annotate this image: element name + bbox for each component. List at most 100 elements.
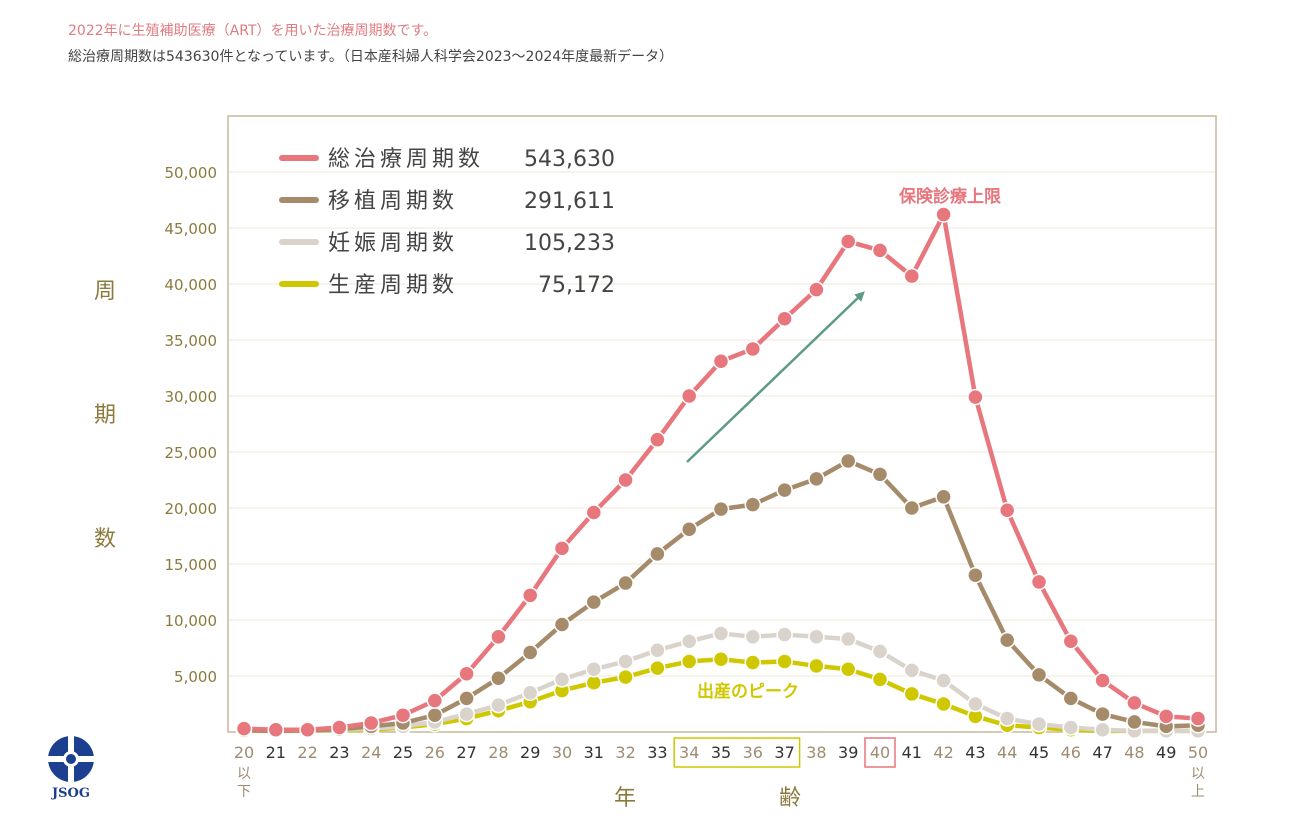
annotation-birth-peak: 出産のピーク — [697, 681, 799, 702]
legend-name: 総治療周期数 — [328, 147, 484, 172]
data-point — [521, 587, 539, 604]
data-point — [935, 206, 952, 223]
data-point — [617, 471, 634, 489]
x-tick-label: 28 — [488, 743, 508, 762]
chart-legend: 総治療周期数 543,630 移植周期数 291,611 妊娠周期数 105,233 生産周… — [279, 147, 615, 298]
x-axis-label-char: 齢 — [779, 786, 801, 811]
y-tick-label: 40,000 — [165, 276, 218, 294]
data-point — [712, 353, 730, 370]
data-point — [808, 628, 825, 646]
data-point — [998, 710, 1016, 727]
legend-name: 移植周期数 — [328, 189, 458, 214]
data-point — [967, 388, 984, 406]
trend-arrow-line — [686, 291, 865, 463]
series-1 — [235, 206, 1207, 739]
data-point — [967, 566, 984, 584]
x-tick-label: 36 — [743, 743, 763, 762]
y-tick-label: 5,000 — [174, 668, 217, 686]
y-axis-label-char: 周 — [94, 279, 116, 304]
y-axis-label-char: 数 — [94, 527, 116, 552]
data-point — [680, 653, 698, 670]
data-point — [680, 387, 698, 405]
data-point — [585, 504, 603, 521]
data-point — [426, 706, 444, 724]
data-point — [521, 684, 539, 702]
data-point — [903, 662, 921, 679]
x-axis-label-char: 年 — [614, 786, 636, 811]
data-point — [362, 714, 380, 732]
data-point — [935, 695, 952, 713]
data-point — [649, 641, 666, 659]
x-tick-label: 47 — [1092, 743, 1112, 762]
data-point — [617, 653, 634, 670]
data-point — [617, 574, 634, 592]
jsog-logo-icon — [48, 736, 94, 782]
y-tick-label: 35,000 — [165, 332, 218, 350]
data-point — [1094, 721, 1111, 739]
data-point — [839, 233, 857, 250]
legend-total: 75,172 — [538, 273, 615, 298]
x-tick-label: 22 — [297, 743, 317, 762]
limit-age-highlight — [864, 737, 896, 768]
x-axis-label: 年齢 — [614, 786, 801, 811]
data-point — [680, 633, 698, 650]
data-point — [649, 431, 666, 448]
data-point — [617, 668, 634, 686]
data-point — [776, 653, 793, 670]
data-point — [808, 281, 825, 298]
data-point — [235, 720, 253, 737]
x-tick-label: 42 — [933, 743, 953, 762]
legend-name: 妊娠周期数 — [328, 231, 458, 256]
y-axis-label-char: 期 — [94, 403, 116, 428]
data-point — [1126, 694, 1143, 712]
data-point — [585, 661, 603, 678]
data-point — [935, 488, 952, 506]
x-tick-label: 46 — [1061, 743, 1081, 762]
y-axis-label: 周期数 — [94, 279, 116, 552]
data-point — [1062, 690, 1080, 707]
x-tick-label: 50 — [1188, 743, 1208, 762]
y-tick-label: 30,000 — [165, 388, 218, 406]
data-point — [744, 496, 762, 513]
data-point — [553, 540, 571, 557]
data-point — [1094, 672, 1111, 689]
data-point — [935, 672, 952, 689]
header-title: 2022年に生殖補助医療（ART）を用いた治療周期数です。 — [68, 23, 438, 39]
x-tick-label-suffix: 以 — [237, 766, 251, 782]
data-point — [903, 685, 921, 703]
data-point — [1126, 713, 1143, 731]
logo-text: JSOG — [52, 786, 90, 801]
y-axis-ticks: 5,000 10,000 15,000 20,000 25,000 30,000 35,00… — [165, 164, 218, 686]
data-point — [1030, 573, 1048, 591]
data-point — [967, 695, 984, 713]
y-tick-label: 50,000 — [165, 164, 218, 182]
data-point — [808, 657, 825, 675]
data-point — [649, 545, 666, 563]
x-tick-label: 49 — [1156, 743, 1176, 762]
data-point — [1189, 710, 1207, 727]
data-point — [1062, 633, 1080, 650]
data-point — [458, 690, 475, 707]
x-tick-label: 41 — [902, 743, 922, 762]
data-point — [458, 665, 475, 683]
x-axis-ticks: 20 以下 21 22 23 24 25 26 27 28 29 30 31 32 33 34 35 36 37 38… — [234, 743, 1208, 800]
data-point — [490, 628, 507, 646]
age-highlights — [673, 737, 896, 768]
x-tick-label: 31 — [584, 743, 604, 762]
x-tick-label: 30 — [552, 743, 572, 762]
data-point — [1062, 719, 1080, 736]
y-tick-label: 15,000 — [165, 556, 218, 574]
x-tick-label: 37 — [774, 743, 794, 762]
trend-arrow — [686, 291, 865, 463]
data-point — [871, 643, 889, 660]
data-point — [744, 340, 762, 358]
data-point — [808, 470, 825, 488]
x-tick-label: 26 — [425, 743, 445, 762]
header-subtitle: 総治療周期数は543630件となっています。（日本産科婦人科学会2023～202… — [68, 49, 674, 65]
x-tick-label: 25 — [393, 743, 413, 762]
data-point — [839, 452, 857, 470]
x-tick-label: 27 — [456, 743, 476, 762]
data-point — [998, 631, 1016, 649]
data-point — [903, 267, 921, 285]
x-tick-label: 20 — [234, 743, 254, 762]
